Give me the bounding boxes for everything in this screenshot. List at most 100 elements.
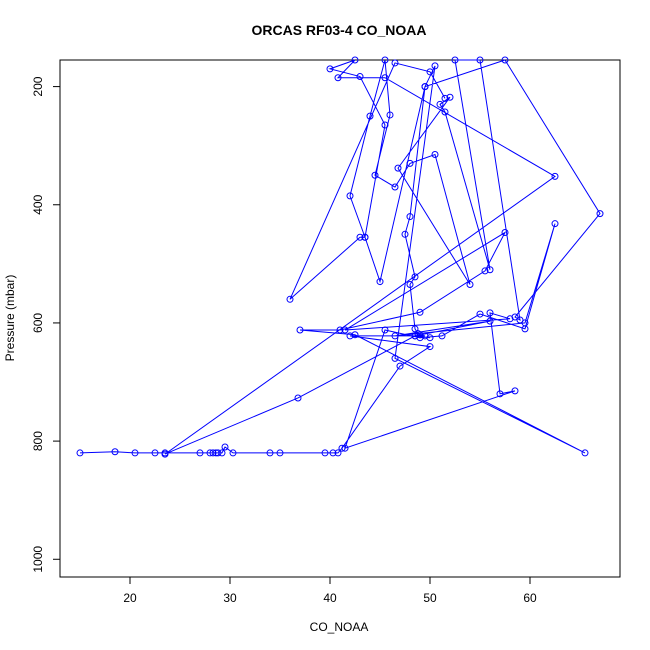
data-point (341, 326, 349, 334)
y-tick-label: 800 (31, 431, 45, 451)
data-point (481, 267, 489, 275)
x-tick-label: 20 (123, 591, 137, 605)
data-point (486, 309, 494, 317)
data-point (76, 449, 84, 457)
x-axis: 20 30 40 50 60 (123, 576, 537, 605)
y-tick-label: 400 (31, 194, 45, 214)
data-point (551, 172, 559, 180)
data-point (431, 62, 439, 70)
data-point (356, 73, 364, 81)
data-point (131, 449, 139, 457)
data-point (381, 74, 389, 82)
x-axis-label: CO_NOAA (310, 620, 369, 634)
data-point (276, 449, 284, 457)
data-point (396, 362, 404, 370)
plot-frame (59, 59, 621, 578)
data-point (581, 449, 589, 457)
data-point (266, 449, 274, 457)
data-point (511, 387, 519, 395)
data-point (391, 183, 399, 191)
x-tick-label: 60 (523, 591, 537, 605)
data-point (421, 83, 429, 91)
data-point (441, 108, 449, 116)
data-point (596, 210, 604, 218)
data-point (426, 334, 434, 342)
data-point (351, 56, 359, 64)
plot-area (76, 56, 604, 458)
data-point (336, 326, 344, 334)
data-point (394, 164, 402, 172)
data-point (416, 308, 424, 316)
data-point (321, 449, 329, 457)
data-point (476, 310, 484, 318)
data-point (338, 444, 346, 452)
data-point (411, 273, 419, 281)
data-point (371, 171, 379, 179)
data-point (286, 295, 294, 303)
data-point (218, 449, 226, 457)
data-point (476, 56, 484, 64)
data-point (466, 281, 474, 289)
data-point (501, 229, 509, 237)
data-point (501, 56, 509, 64)
data-point (341, 444, 349, 452)
data-point (151, 449, 159, 457)
y-axis-label: Pressure (mbar) (3, 275, 17, 362)
chart-title: ORCAS RF03-4 CO_NOAA (251, 22, 426, 38)
data-point (406, 159, 414, 167)
y-tick-label: 600 (31, 313, 45, 333)
data-point (426, 68, 434, 76)
data-point (431, 151, 439, 159)
data-point (329, 449, 337, 457)
data-point (366, 112, 374, 120)
data-point (294, 394, 302, 402)
x-tick-label: 50 (423, 591, 437, 605)
data-point (326, 65, 334, 73)
data-point (446, 93, 454, 101)
data-point (334, 74, 342, 82)
data-point (346, 332, 354, 340)
x-tick-label: 30 (223, 591, 237, 605)
data-point (486, 317, 494, 325)
y-tick-label: 200 (31, 76, 45, 96)
data-point (356, 233, 364, 241)
data-point (496, 390, 504, 398)
data-point (334, 449, 342, 457)
series-line (79, 59, 601, 455)
data-point (511, 313, 519, 321)
data-point (161, 450, 169, 458)
data-point (426, 343, 434, 351)
data-point (391, 354, 399, 362)
data-point (361, 233, 369, 241)
data-point (438, 332, 446, 340)
data-point (486, 266, 494, 274)
data-point (221, 443, 229, 451)
data-point (436, 100, 444, 108)
data-point (411, 332, 419, 340)
data-point (391, 332, 399, 340)
data-point (381, 56, 389, 64)
data-point (391, 59, 399, 67)
data-point (406, 213, 414, 221)
y-tick-label: 1000 (31, 546, 45, 573)
data-point (351, 331, 359, 339)
data-point (196, 449, 204, 457)
data-point (381, 326, 389, 334)
data-point (209, 449, 217, 457)
data-point (214, 449, 222, 457)
x-tick-label: 40 (323, 591, 337, 605)
data-point (381, 121, 389, 129)
data-point (516, 316, 524, 324)
y-axis: 200 400 600 800 1000 (31, 76, 61, 573)
data-point (346, 192, 354, 200)
data-point (401, 230, 409, 238)
data-point (386, 111, 394, 119)
data-point (411, 325, 419, 333)
data-point (451, 56, 459, 64)
data-point (521, 319, 529, 327)
data-point (551, 220, 559, 228)
data-point (441, 94, 449, 102)
data-point (376, 278, 384, 286)
data-point (406, 281, 414, 289)
